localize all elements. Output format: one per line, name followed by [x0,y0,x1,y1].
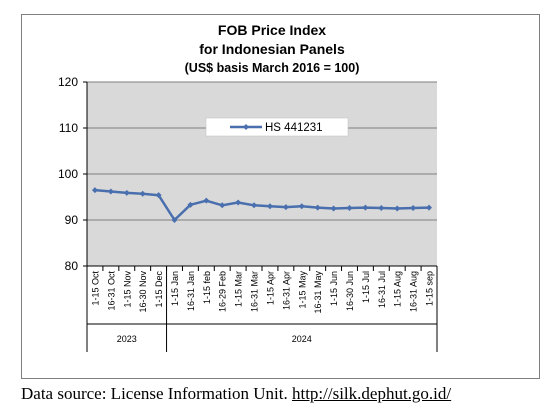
data-point [107,188,114,195]
data-point [410,205,417,212]
year-group-label: 2023 [117,334,137,344]
x-tick-label: 16-31 Mar [250,271,260,312]
x-tick-label: 1-15 Dec [154,271,164,308]
chart-subtitle: (US$ basis March 2016 = 100) [184,61,360,75]
y-tick-label: 110 [59,121,78,135]
data-point [219,202,226,209]
x-tick-label: 1-15 Mar [234,271,244,307]
x-tick-label: 1-15 sep [425,271,435,306]
x-tick-label: 1-15 Nov [122,271,132,308]
data-source-caption: Data source: License Information Unit. h… [21,384,541,404]
x-tick-label: 1-15 Jul [361,271,371,303]
data-point [314,204,321,211]
data-point [187,201,194,208]
x-tick-label: 16-30 Nov [138,271,148,313]
x-tick-label: 16-31 May [313,271,323,314]
x-tick-label: 16-31 Aug [409,271,419,312]
y-tick-label: 120 [58,75,78,89]
x-tick-label: 1-15 May [297,271,307,309]
data-point [378,205,385,212]
x-tick-label: 1-15 Jun [329,271,339,306]
x-tick-label: 1-15 Apr [265,271,275,305]
x-tick-label: 1-15 Aug [393,271,403,307]
x-tick-label: 16-31 Apr [281,271,291,310]
data-point [282,204,289,211]
data-point [251,202,258,209]
data-point [330,205,337,212]
data-point [346,205,353,212]
x-tick-label: 1-15 Jan [170,271,180,306]
legend-label: HS 441231 [265,122,323,134]
x-tick-label: 16-29 Feb [218,271,228,312]
data-point [426,204,433,211]
data-point [298,203,305,210]
data-point [123,189,130,196]
data-point [266,203,273,210]
x-tick-label: 16-31 Jul [377,271,387,308]
data-source-link[interactable]: http://silk.dephut.go.id/ [291,384,452,403]
data-point [394,205,401,212]
data-point [362,204,369,211]
data-point [203,197,210,204]
series-line [94,188,430,222]
data-point [139,190,146,197]
legend-box [205,117,349,137]
x-tick-label: 1-15 feb [202,271,212,304]
y-tick-label: 80 [65,259,79,273]
x-tick-label: 16-31 Jan [186,271,196,311]
data-point [91,187,98,194]
x-tick-label: 1-15 Oct [90,271,100,306]
legend-marker [243,124,249,130]
data-point [235,199,242,206]
y-tick-label: 90 [65,213,79,227]
y-tick-label: 100 [58,167,78,181]
data-source-text: Data source: License Information Unit. [21,384,292,403]
chart-title-line-1: FOB Price Index [217,22,327,38]
x-tick-label: 16-31 Oct [106,271,116,311]
data-point [155,192,162,199]
chart-title-line-2: for Indonesian Panels [199,41,345,57]
x-tick-label: 16-30 Jun [345,271,355,311]
data-point [171,217,178,223]
year-group-label: 2024 [292,334,312,344]
